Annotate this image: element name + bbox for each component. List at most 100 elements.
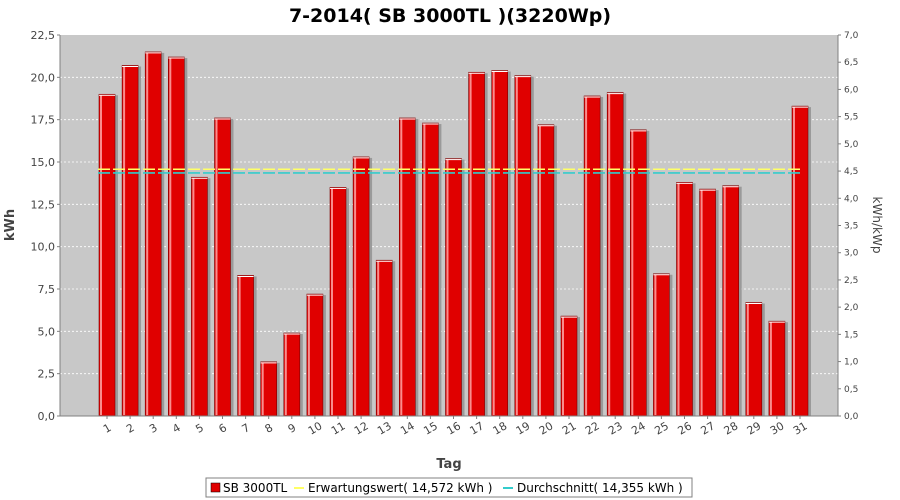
bar-highlight: [677, 183, 680, 415]
y-axis-label: kWh: [3, 209, 18, 241]
bar-highlight: [746, 303, 749, 415]
bar-highlight: [585, 96, 588, 416]
y-tick-label: 10,0: [31, 241, 56, 254]
bar-highlight: [331, 188, 333, 415]
x-tick-label: 20: [537, 419, 556, 437]
y-right-tick-label: 0,5: [844, 385, 858, 395]
y-right-tick-label: 1,5: [844, 330, 858, 340]
x-tick-label: 9: [286, 421, 299, 436]
x-tick-label: 22: [583, 419, 602, 437]
bar-highlight: [169, 58, 172, 415]
x-tick-label: 7: [240, 421, 253, 436]
bar-highlight: [538, 125, 541, 415]
x-tick-label: 4: [170, 421, 183, 436]
bar-highlight: [354, 157, 357, 416]
x-tick-label: 14: [398, 419, 417, 437]
x-tick-label: 18: [491, 419, 510, 437]
bar-highlight: [307, 295, 310, 415]
x-tick-label: 10: [306, 419, 325, 437]
x-tick-label: 31: [791, 419, 810, 437]
bar-highlight: [654, 274, 657, 415]
bar-highlight: [700, 190, 703, 415]
y-right-tick-label: 3,5: [844, 222, 858, 232]
reference-lines: [98, 168, 800, 174]
y-right-tick-label: 4,5: [844, 167, 858, 177]
bar-highlight: [284, 334, 287, 415]
x-tick-label: 3: [147, 421, 160, 436]
x-tick-label: 27: [699, 419, 718, 437]
bar-highlight: [562, 317, 564, 415]
y-right-tick-label: 5,0: [844, 140, 859, 150]
bar-highlight: [608, 93, 611, 415]
y-tick-label: 17,5: [31, 114, 56, 127]
bar-highlight: [146, 52, 149, 415]
x-tick-label: 21: [560, 419, 579, 437]
bar-highlight: [100, 95, 102, 416]
y-tick-label: 0,0: [38, 410, 56, 423]
bar-highlight: [192, 178, 195, 415]
y-right-tick-label: 5,5: [844, 113, 858, 123]
y-right-tick-label: 6,5: [844, 58, 858, 68]
x-tick-label: 15: [421, 419, 440, 437]
legend-item-expected: Erwartungswert( 14,572 kWh ): [308, 481, 492, 495]
legend-swatch-bars: [210, 482, 221, 493]
x-tick-label: 23: [606, 419, 625, 437]
bar-highlight: [215, 118, 218, 416]
x-tick-label: 8: [263, 421, 276, 436]
y-tick-label: 15,0: [31, 156, 56, 169]
bar-highlight: [723, 186, 726, 415]
y-right-tick-label: 2,5: [844, 276, 858, 286]
legend: SB 3000TL Erwartungswert( 14,572 kWh ) D…: [205, 477, 693, 498]
legend-item-average: Durchschnitt( 14,355 kWh ): [517, 481, 683, 495]
y-right-tick-label: 0,0: [844, 412, 859, 422]
y-tick-label: 7,5: [38, 283, 56, 296]
x-tick-label: 25: [652, 419, 671, 437]
y-tick-label: 20,0: [31, 71, 56, 84]
bar-highlight: [377, 261, 380, 415]
y-axis-label-right: kWh/kWp: [870, 197, 884, 254]
x-tick-label: 26: [675, 419, 694, 437]
bar-highlight: [469, 73, 472, 416]
legend-item-bars: SB 3000TL: [223, 481, 288, 495]
x-tick-label: 12: [352, 419, 371, 437]
x-axis-label: Tag: [436, 457, 461, 472]
x-tick-label: 17: [468, 419, 487, 437]
x-tick-label: 19: [514, 419, 533, 437]
y-right-tick-label: 2,0: [844, 303, 859, 313]
bar-highlight: [400, 118, 403, 416]
y-tick-label: 2,5: [38, 368, 56, 381]
chart-title: 7-2014( SB 3000TL )(3220Wp): [289, 5, 611, 27]
y-tick-label: 12,5: [31, 198, 56, 211]
x-tick-label: 5: [193, 421, 206, 436]
bar-highlight: [123, 66, 126, 415]
y-right-tick-label: 6,0: [844, 85, 859, 95]
bar-highlight: [238, 276, 241, 415]
legend-box: [205, 477, 693, 498]
y-ticks-left: 0,0 2,5 5,0 7,5 10,0 12,5 15,0 17,5 20,0 22,5: [31, 29, 60, 423]
y-right-tick-label: 3,0: [844, 249, 859, 259]
x-tick-label: 24: [629, 419, 648, 437]
y-ticks-right: 0,0 0,5 1,0 1,5 2,0 2,5 3,0 3,5 4,0 4,5 5,0 5,5 6,0 6…: [838, 31, 859, 422]
bar-highlight: [423, 124, 426, 415]
bars: [98, 51, 811, 417]
x-tick-label: 6: [216, 421, 229, 436]
y-right-tick-label: 1,0: [844, 358, 859, 368]
y-right-tick-label: 7,0: [844, 31, 859, 41]
x-tick-label: 13: [375, 419, 394, 437]
bar-highlight: [492, 71, 495, 415]
bar-highlight: [446, 159, 449, 415]
x-tick-label: 30: [768, 419, 787, 437]
x-ticks: 1 2 3 4 5 6 7 8 9 10 11 12 13 14 15 16 17 18 19 20 21 22 23 24 2…: [101, 416, 810, 438]
x-tick-label: 28: [722, 419, 741, 437]
y-tick-label: 22,5: [31, 29, 56, 42]
bar-highlight: [769, 322, 772, 415]
x-tick-label: 11: [329, 419, 348, 437]
y-right-tick-label: 4,0: [844, 194, 859, 204]
y-tick-label: 5,0: [38, 325, 56, 338]
bar-highlight: [631, 130, 634, 415]
bar-highlight: [793, 107, 795, 416]
x-tick-label: 16: [444, 419, 463, 437]
x-tick-label: 2: [124, 421, 137, 436]
x-tick-label: 1: [101, 421, 114, 436]
